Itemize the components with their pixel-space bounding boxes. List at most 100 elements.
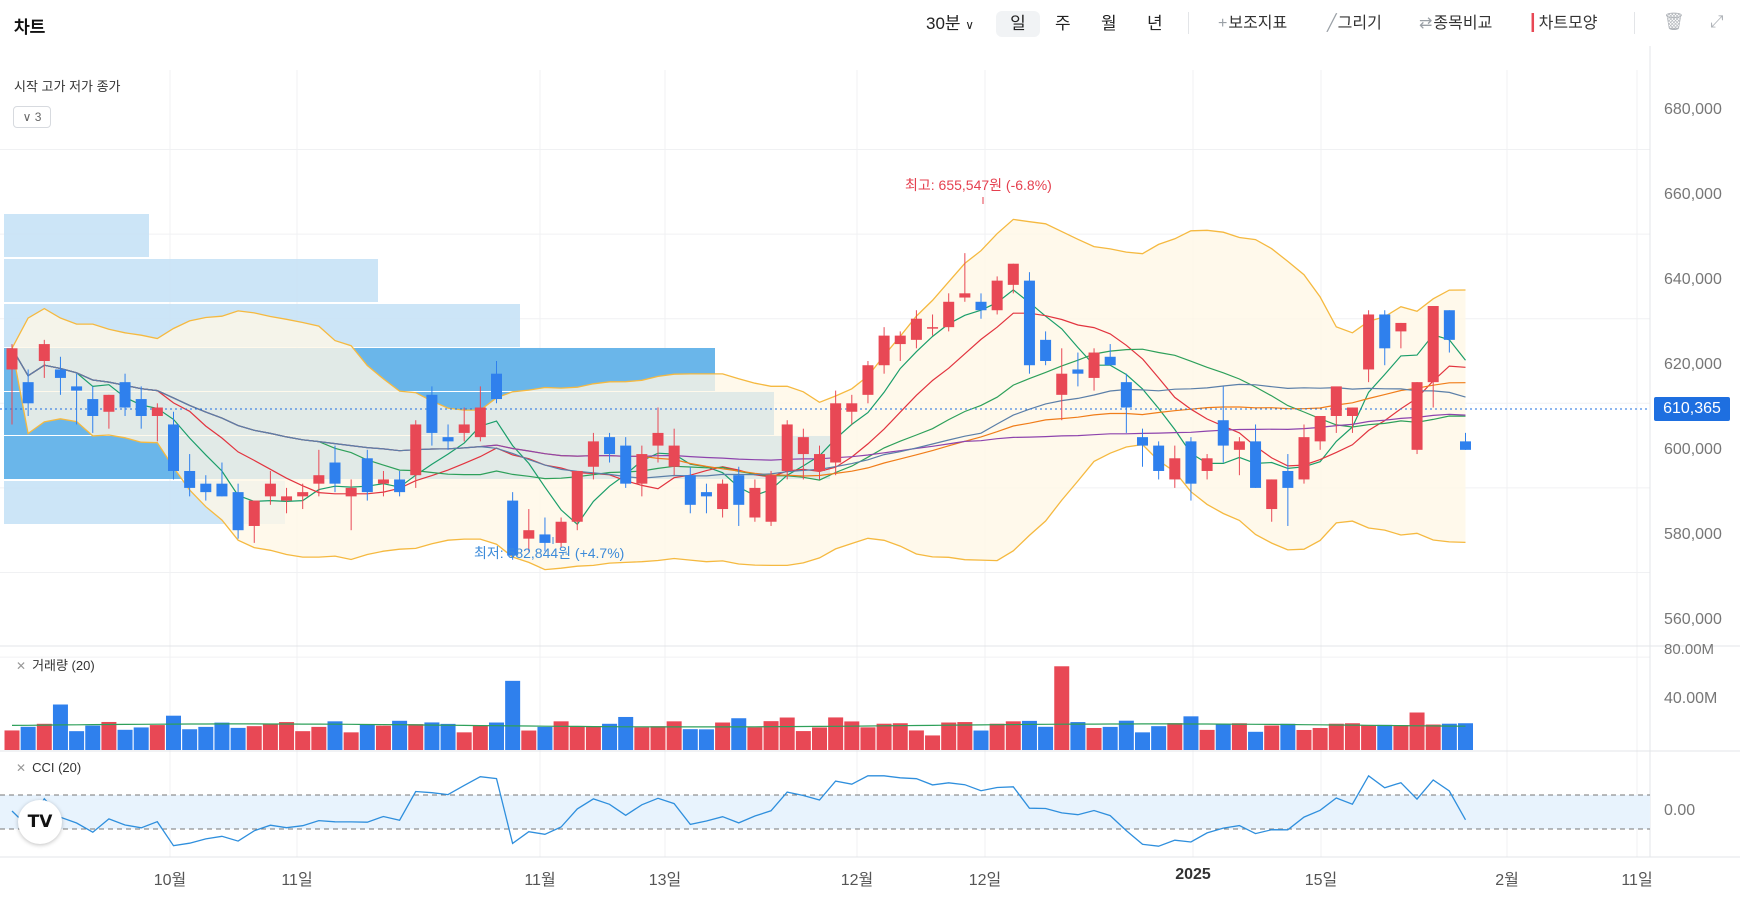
volume-bar (1393, 725, 1409, 750)
draw-button[interactable]: ╱그리기 (1327, 11, 1382, 37)
volume-bar (1441, 723, 1457, 750)
candle-body (1104, 356, 1116, 366)
volume-bar (101, 721, 117, 750)
volume-bar (1183, 716, 1199, 750)
candle-body (1395, 322, 1407, 332)
candle-body (1460, 441, 1471, 450)
candle-body (458, 424, 470, 433)
close-icon[interactable]: ✕ (16, 659, 27, 673)
volume-bar (1264, 725, 1280, 750)
tab-day[interactable]: 일 (996, 11, 1040, 37)
indicator-button[interactable]: +보조지표 (1218, 11, 1287, 37)
candle-body (151, 407, 163, 416)
volume-bar (1231, 723, 1247, 750)
cci-band-fill (0, 795, 1650, 829)
candle-body (830, 403, 842, 463)
time-axis-label: 11일 (281, 872, 313, 889)
candle-body (1250, 441, 1262, 488)
volume-bar (182, 729, 198, 750)
volume-bar (553, 721, 569, 750)
candle-body (846, 403, 858, 412)
chart-style-button[interactable]: ┃차트모양 (1528, 11, 1598, 37)
volume-bar (698, 729, 714, 750)
candle-body (749, 487, 761, 518)
low-price-annotation: 최저: 582,844원 (+4.7%) (474, 545, 625, 561)
volume-bar (908, 730, 924, 750)
compare-label: 종목비교 (1433, 15, 1493, 32)
candle-body (1072, 369, 1084, 374)
volume-ma-line (11, 723, 1466, 728)
candle-body (329, 462, 341, 484)
time-axis-label: 13일 (648, 872, 682, 889)
volume-bar (262, 724, 278, 750)
tab-month[interactable]: 월 (1101, 14, 1117, 33)
candle-body (1233, 441, 1245, 450)
candle-body (1169, 458, 1181, 480)
candle-style-icon: ┃ (1528, 15, 1538, 32)
volume-bar (424, 722, 440, 750)
ohlc-legend: 시작 고가 저가 종가 (14, 79, 121, 94)
volume-bar (812, 727, 827, 750)
volume-bar (359, 724, 375, 750)
candle-body (555, 521, 567, 543)
volume-bar (795, 731, 811, 750)
candle-body (1314, 415, 1326, 442)
candle-body (684, 475, 696, 505)
candle-body (765, 475, 777, 522)
candle-body (264, 483, 276, 497)
candle-body (1201, 458, 1213, 471)
interval-selector[interactable]: 30분 ∨ (926, 11, 974, 37)
chart-title: 차트 (14, 18, 46, 37)
volume-profile-zone (4, 214, 149, 257)
volume-bar (230, 727, 246, 750)
tradingview-logo: TV (18, 800, 62, 844)
chevron-down-icon: ∨ (22, 110, 32, 124)
time-axis-label: 10월 (153, 872, 187, 889)
tab-year[interactable]: 년 (1147, 14, 1163, 33)
volume-bar (343, 732, 359, 750)
volume-bar (1070, 722, 1086, 750)
volume-bar (295, 731, 311, 750)
candle-body (1040, 339, 1052, 361)
volume-bar (1167, 723, 1183, 750)
candle-body (943, 301, 955, 328)
candle-body (426, 394, 438, 433)
volume-bar (569, 725, 585, 750)
candle-body (394, 479, 406, 493)
candle-body (216, 483, 228, 497)
candle-body (1443, 310, 1455, 340)
legend-collapse-toggle[interactable]: ∨ 3 (13, 106, 51, 128)
price-axis-label: 560,000 (1664, 611, 1722, 628)
volume-bar (925, 735, 941, 750)
candle-body (894, 335, 906, 345)
candle-body (1185, 441, 1197, 484)
tab-week[interactable]: 주 (1055, 14, 1071, 33)
volume-bar (1102, 726, 1118, 750)
volume-bar (1199, 729, 1215, 750)
price-axis-label: 680,000 (1664, 101, 1722, 118)
candle-body (620, 445, 632, 484)
close-icon[interactable]: ✕ (16, 761, 27, 775)
volume-bar (52, 704, 68, 750)
candle-body (700, 492, 712, 497)
volume-bar (327, 721, 343, 750)
expand-icon[interactable]: ⤢ (1710, 12, 1724, 31)
candle-body (862, 365, 874, 395)
volume-bar (85, 725, 101, 750)
volume-bar (876, 723, 892, 750)
candle-body (54, 369, 66, 378)
plus-icon: + (1218, 15, 1228, 32)
trash-icon[interactable]: 🗑︎ (1663, 12, 1685, 31)
volume-bar (20, 726, 36, 750)
swap-icon: ⇄ (1419, 15, 1433, 32)
candle-body (297, 492, 309, 497)
volume-bar (1344, 723, 1360, 750)
time-axis-label: 11월 (524, 872, 556, 889)
volume-bar (440, 723, 456, 750)
volume-bar (682, 729, 698, 750)
bollinger-band-fill (12, 219, 1466, 570)
compare-button[interactable]: ⇄종목비교 (1419, 11, 1492, 37)
candle-body (410, 424, 422, 476)
candle-body (232, 492, 244, 531)
